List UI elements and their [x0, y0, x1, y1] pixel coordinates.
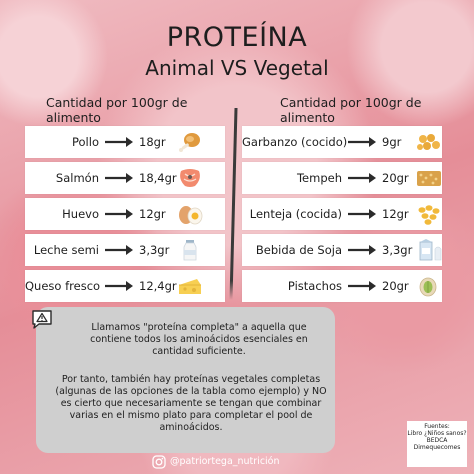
milk-bottle-icon: [183, 240, 197, 261]
pistachio-icon: [419, 277, 437, 297]
page-title: PROTEÍNA: [166, 22, 308, 53]
table-row-animal: Salmón 18,4gr: [25, 162, 225, 194]
table-row-vegetal: Lenteja (cocida) 12gr: [242, 198, 442, 230]
food-name: Huevo: [62, 207, 99, 221]
sources-line: Dimequecomes: [413, 444, 461, 451]
food-name: Garbanzo (cocido): [242, 135, 348, 149]
protein-amount: 12gr: [382, 207, 409, 221]
sources-line: Fuentes:: [424, 423, 450, 430]
author-handle: @patriortega_nutrición: [170, 456, 280, 467]
protein-amount: 20gr: [382, 171, 409, 185]
table-row-animal: Queso fresco 12,4gr: [25, 270, 225, 302]
table-row-vegetal: Bebida de Soja 3,3gr: [242, 234, 442, 266]
food-name: Leche semi: [33, 243, 99, 257]
arrow-right-icon: [105, 245, 133, 255]
vegetal-column-header: Cantidad por 100gr de alimento: [280, 95, 422, 125]
food-name: Lenteja (cocida): [249, 207, 342, 221]
salmon-steak-icon: [180, 169, 200, 187]
egg-icon: [179, 206, 203, 225]
sources-line: Libro ¿Niños sanos?: [407, 430, 467, 437]
lentils-icon: [418, 205, 440, 225]
food-name: Pistachos: [287, 279, 342, 293]
tempeh-icon: [417, 171, 441, 186]
arrow-right-icon: [348, 209, 376, 219]
food-name: Pollo: [72, 135, 99, 149]
protein-amount: 3,3gr: [139, 243, 170, 257]
arrow-right-icon: [105, 137, 133, 147]
sources-box: Fuentes: Libro ¿Niños sanos? BEDCA Dimeq…: [407, 421, 467, 467]
table-row-animal: Pollo 18gr: [25, 126, 225, 158]
protein-amount: 20gr: [382, 279, 409, 293]
arrow-right-icon: [105, 173, 133, 183]
table-row-animal: Huevo 12gr: [25, 198, 225, 230]
protein-amount: 12,4gr: [139, 279, 177, 293]
arrow-right-icon: [348, 137, 376, 147]
arrow-right-icon: [105, 209, 133, 219]
arrow-right-icon: [105, 281, 133, 291]
food-name: Queso fresco: [25, 279, 101, 293]
protein-amount: 12gr: [139, 207, 166, 221]
chicken-leg-icon: [179, 133, 200, 152]
protein-amount: 9gr: [382, 135, 402, 149]
instagram-icon: [152, 455, 166, 469]
food-name: Bebida de Soja: [255, 243, 342, 257]
protein-amount: 18,4gr: [139, 171, 177, 185]
protein-amount: 3,3gr: [382, 243, 413, 257]
page-subtitle: Animal VS Vegetal: [145, 56, 329, 80]
chickpeas-icon: [417, 134, 440, 150]
table-row-animal: Leche semi 3,3gr: [25, 234, 225, 266]
animal-column-header: Cantidad por 100gr de alimento: [46, 95, 188, 125]
info-paragraph-1: Llamamos "proteína completa" a aquella q…: [90, 322, 308, 357]
food-name: Salmón: [55, 171, 99, 185]
arrow-right-icon: [348, 245, 376, 255]
warning-icon: [32, 310, 52, 329]
table-row-vegetal: Tempeh 20gr: [242, 162, 442, 194]
soy-drink-icon: [419, 239, 442, 261]
sources-line: BEDCA: [426, 437, 448, 444]
cheese-icon: [179, 279, 201, 294]
table-row-vegetal: Pistachos 20gr: [242, 270, 442, 302]
arrow-right-icon: [348, 173, 376, 183]
info-box: [36, 307, 335, 453]
food-name: Tempeh: [296, 171, 342, 185]
arrow-right-icon: [348, 281, 376, 291]
info-paragraph-2: Por tanto, también hay proteínas vegetal…: [55, 374, 327, 433]
protein-amount: 18gr: [139, 135, 166, 149]
table-row-vegetal: Garbanzo (cocido) 9gr: [242, 126, 442, 158]
